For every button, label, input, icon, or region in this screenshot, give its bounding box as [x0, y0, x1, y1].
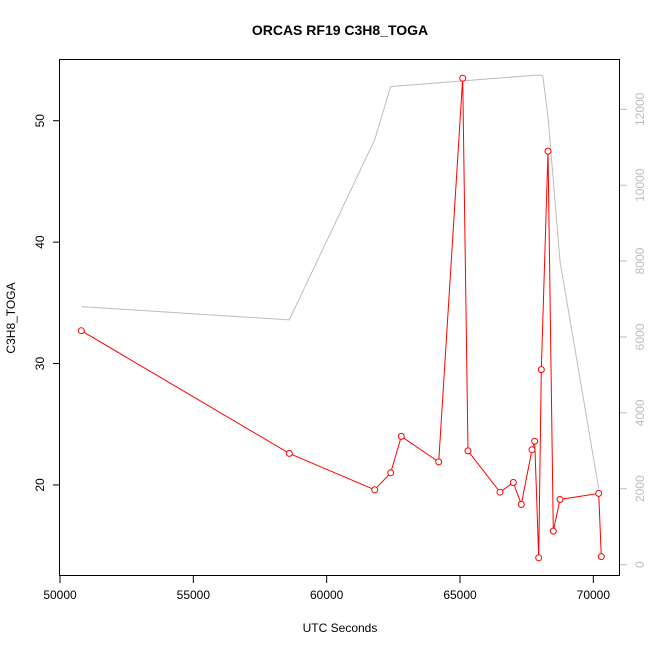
data-point [531, 437, 539, 445]
x-tick-label: 65000 [443, 588, 477, 602]
data-point [464, 447, 472, 455]
y-axis-label: C3H8_TOGA [4, 282, 18, 353]
data-point [371, 486, 379, 494]
x-tick-label: 50000 [43, 588, 77, 602]
data-point [517, 500, 525, 508]
y-right-tick-label: 6000 [633, 323, 647, 350]
y-right-tick-label: 8000 [633, 247, 647, 274]
y-right-tick-label: 0 [633, 561, 647, 568]
data-point [509, 479, 517, 486]
data-point [556, 496, 564, 503]
y-right-tick-label: 12000 [633, 92, 647, 126]
data-point [459, 74, 467, 82]
x-tick-label: 70000 [577, 588, 611, 602]
data-point [597, 553, 605, 561]
data-point [397, 432, 405, 440]
y-right-tick-label: 4000 [633, 399, 647, 426]
y-left-tick-label: 50 [33, 114, 47, 128]
y-right-tick-label: 2000 [633, 475, 647, 502]
y-axis-left: 20 30 40 50 [33, 114, 60, 492]
left-series-line [81, 78, 602, 558]
y-left-tick-label: 40 [33, 235, 47, 249]
data-point [544, 147, 552, 155]
x-axis: 50000 55000 60000 65000 70000 [43, 576, 610, 602]
data-point [435, 458, 443, 466]
x-tick-label: 60000 [310, 588, 344, 602]
data-point [387, 469, 395, 477]
y-axis-right: 0 2000 4000 6000 8000 10000 12000 [620, 92, 647, 568]
data-point [285, 449, 293, 457]
data-point [549, 527, 557, 535]
right-series-line [81, 74, 600, 489]
x-tick-label: 55000 [177, 588, 211, 602]
chart-title: ORCAS RF19 C3H8_TOGA [252, 22, 428, 38]
data-point [535, 554, 543, 562]
y-right-tick-label: 10000 [633, 168, 647, 202]
data-point [537, 366, 545, 374]
y-left-tick-label: 30 [33, 357, 47, 371]
data-point [77, 327, 85, 335]
data-point [496, 488, 504, 496]
series-layer [77, 74, 605, 562]
y-left-tick-label: 20 [33, 478, 47, 492]
data-point [595, 489, 603, 497]
x-axis-label: UTC Seconds [303, 621, 378, 635]
plot-frame [59, 59, 620, 576]
data-point [528, 446, 536, 454]
